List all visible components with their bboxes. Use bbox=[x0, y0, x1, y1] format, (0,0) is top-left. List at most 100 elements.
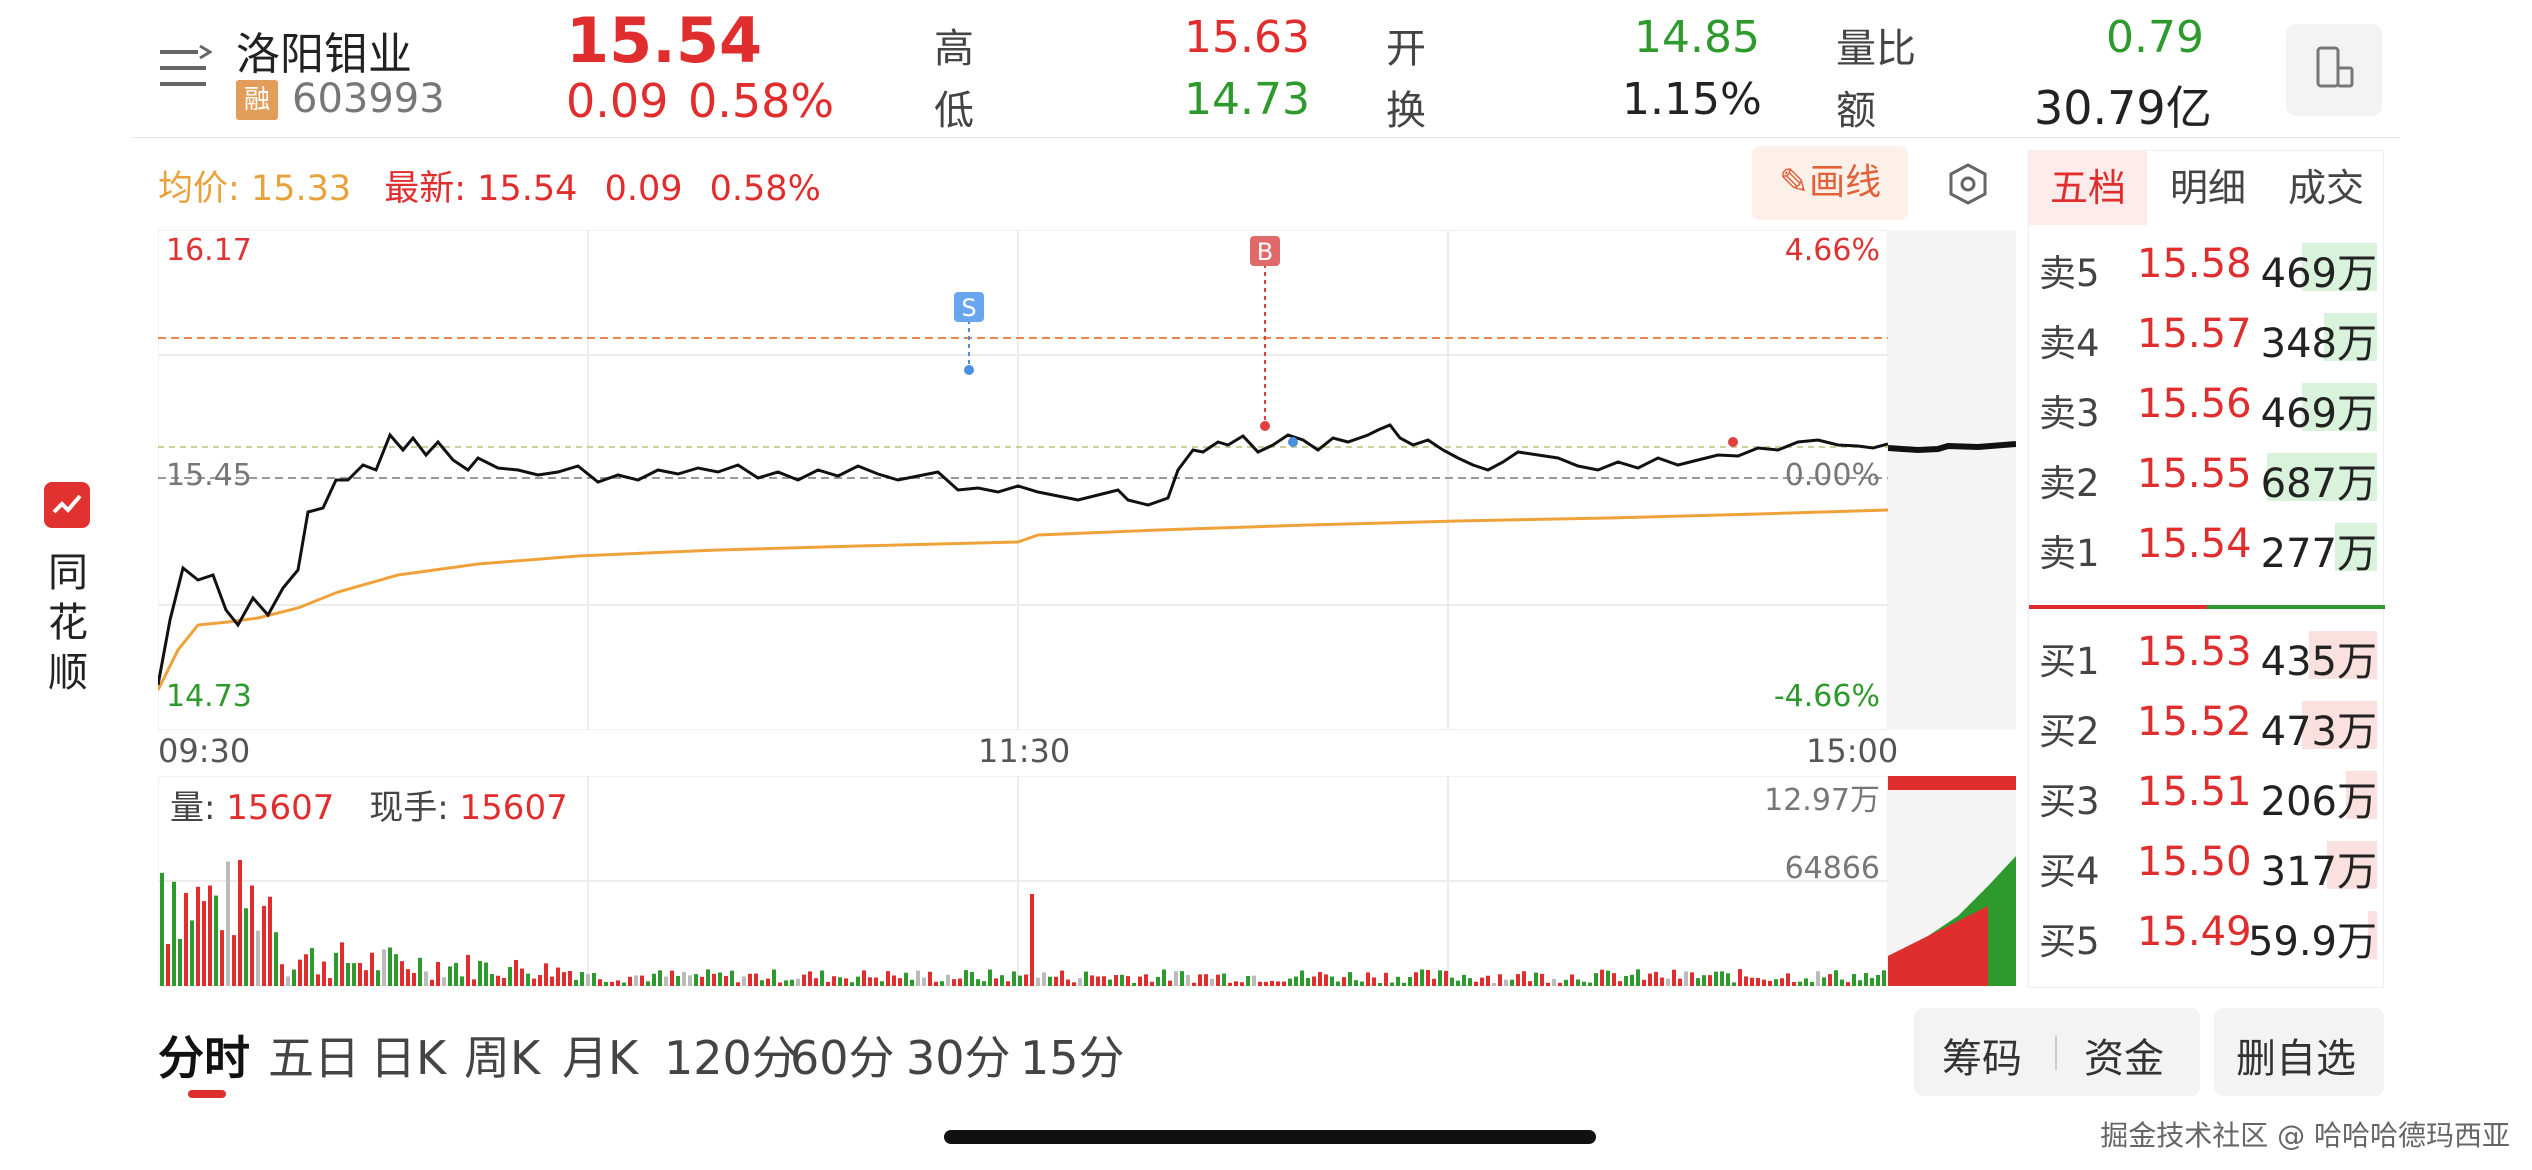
tab-9[interactable]: 15分 bbox=[1020, 1031, 1125, 1085]
tab-8[interactable]: 30分 bbox=[906, 1031, 1011, 1085]
buy-row-1[interactable]: 买1 15.53 435万 bbox=[2029, 621, 2385, 685]
remove-watchlist-button[interactable]: 删自选 bbox=[2214, 1008, 2384, 1096]
time-label-mid: 11:30 bbox=[978, 732, 1071, 770]
sell-row-4[interactable]: 卖2 15.55 687万 bbox=[2029, 443, 2385, 507]
buy-label: 买2 bbox=[2039, 710, 2100, 753]
vol-value: 15607 bbox=[226, 788, 335, 828]
rotate-screen-button[interactable] bbox=[2286, 24, 2382, 116]
volume-bar bbox=[844, 978, 848, 986]
volume-bar bbox=[304, 954, 308, 986]
volume-bar bbox=[1378, 982, 1382, 986]
buy-row-5[interactable]: 买5 15.49 59.9万 bbox=[2029, 901, 2385, 965]
volume-bar bbox=[334, 952, 338, 986]
draw-line-label: 画线 bbox=[1809, 162, 1882, 203]
volume-bar bbox=[1144, 974, 1148, 986]
volume-readout: 量: 15607 现手: 15607 bbox=[170, 780, 568, 829]
volume-bar bbox=[1600, 969, 1604, 986]
funds-button[interactable]: 资金 bbox=[2084, 1036, 2164, 1082]
tab-trades[interactable]: 成交 bbox=[2287, 166, 2364, 210]
volume-bar bbox=[1738, 969, 1742, 986]
ths-logo-icon[interactable] bbox=[44, 482, 90, 528]
volume-bar bbox=[1834, 970, 1838, 986]
volume-bar bbox=[430, 979, 434, 986]
menu-icon[interactable] bbox=[160, 44, 213, 92]
sell-row-3[interactable]: 卖3 15.56 469万 bbox=[2029, 373, 2385, 437]
volume-bar bbox=[1006, 981, 1010, 986]
volume-chart[interactable]: 12.97万 64866 bbox=[158, 776, 1888, 986]
buy-row-4[interactable]: 买4 15.50 317万 bbox=[2029, 831, 2385, 895]
volume-bar bbox=[1498, 974, 1502, 986]
volume-bar bbox=[982, 981, 986, 986]
volume-bar bbox=[796, 978, 800, 986]
tab-five-levels[interactable]: 五档 bbox=[2029, 151, 2147, 225]
volume-bar bbox=[1792, 982, 1796, 986]
volume-bar bbox=[418, 957, 422, 986]
volume-bar bbox=[1660, 977, 1664, 986]
volume-bar bbox=[346, 962, 350, 986]
volume-bar bbox=[874, 977, 878, 986]
volume-bar bbox=[382, 949, 386, 986]
volume-bar bbox=[1150, 981, 1154, 986]
volume-bar bbox=[826, 981, 830, 986]
draw-line-button[interactable]: ✎画线 bbox=[1752, 146, 1908, 220]
volume-bar bbox=[946, 974, 950, 986]
volume-bar bbox=[1468, 978, 1472, 986]
volume-bar bbox=[1426, 969, 1430, 986]
tab-2[interactable]: 五日 bbox=[268, 1031, 360, 1085]
volume-bar bbox=[1066, 979, 1070, 986]
pct-bottom-label: -4.66% bbox=[1774, 679, 1880, 714]
volume-bar bbox=[1828, 974, 1832, 986]
volume-bar bbox=[616, 980, 620, 986]
volume-bar bbox=[880, 981, 884, 986]
volume-bar bbox=[238, 859, 242, 986]
volume-bar bbox=[1060, 970, 1064, 986]
settings-hex-icon[interactable] bbox=[1946, 162, 1990, 206]
sell-label: 卖2 bbox=[2039, 462, 2100, 505]
sell-row-2[interactable]: 卖4 15.57 348万 bbox=[2029, 303, 2385, 367]
volume-bar bbox=[1594, 973, 1598, 986]
buy-vol: 317万 bbox=[2260, 849, 2377, 895]
sell-label: 卖1 bbox=[2039, 532, 2100, 575]
volume-bar bbox=[814, 978, 818, 986]
volume-bar bbox=[244, 908, 248, 986]
buy-volume-bar bbox=[2346, 771, 2377, 819]
sell-row-1[interactable]: 卖5 15.58 469万 bbox=[2029, 233, 2385, 297]
tab-3[interactable]: 日K bbox=[370, 1031, 447, 1085]
tab-1[interactable]: 分时 bbox=[158, 1031, 250, 1085]
volume-bar bbox=[1642, 979, 1646, 986]
volume-bar bbox=[1204, 974, 1208, 986]
marker-buy[interactable]: B bbox=[1257, 238, 1273, 266]
volume-bar bbox=[484, 962, 488, 986]
volume-bar bbox=[1750, 977, 1754, 986]
volume-bar bbox=[940, 981, 944, 986]
volume-bar bbox=[1576, 979, 1580, 986]
home-indicator bbox=[944, 1130, 1596, 1144]
volume-bar bbox=[1696, 978, 1700, 986]
volume-bar bbox=[364, 970, 368, 986]
volume-bar bbox=[466, 954, 470, 986]
tab-6[interactable]: 120分 bbox=[664, 1031, 798, 1085]
sell-price: 15.55 bbox=[2137, 451, 2252, 497]
volume-bar bbox=[268, 896, 272, 986]
tab-detail[interactable]: 明细 bbox=[2169, 166, 2246, 210]
sell-vol: 348万 bbox=[2260, 321, 2377, 367]
volume-bar bbox=[274, 932, 278, 986]
volume-bar bbox=[280, 964, 284, 986]
latest-label: 最新: bbox=[384, 169, 467, 209]
intraday-price-chart[interactable]: S B 16.17 15.45 14.73 4.66% 0.00% -4.66% bbox=[158, 230, 1888, 730]
chips-button[interactable]: 筹码 bbox=[1942, 1036, 2022, 1082]
tab-4[interactable]: 周K bbox=[464, 1031, 541, 1085]
volume-bar bbox=[1618, 981, 1622, 986]
buy-row-3[interactable]: 买3 15.51 206万 bbox=[2029, 761, 2385, 825]
volume-bar bbox=[1078, 978, 1082, 986]
volume-bar bbox=[508, 966, 512, 986]
buy-price: 15.50 bbox=[2137, 839, 2252, 885]
volume-bar bbox=[622, 982, 626, 986]
volume-bar bbox=[1408, 976, 1412, 986]
marker-sell[interactable]: S bbox=[961, 294, 976, 322]
tab-5[interactable]: 月K bbox=[562, 1031, 639, 1085]
buy-row-2[interactable]: 买2 15.52 473万 bbox=[2029, 691, 2385, 755]
sell-row-5[interactable]: 卖1 15.54 277万 bbox=[2029, 513, 2385, 577]
tab-7[interactable]: 60分 bbox=[790, 1031, 895, 1085]
volume-bar bbox=[1036, 977, 1040, 986]
